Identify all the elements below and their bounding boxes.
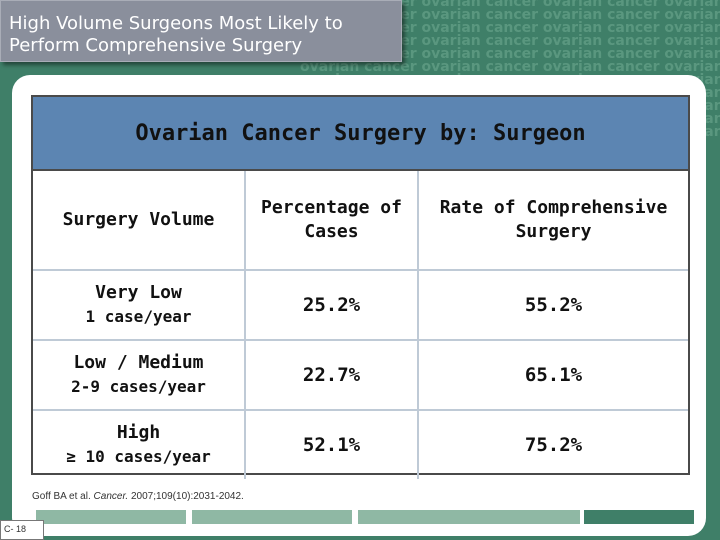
volume-detail: 2-9 cases/year (71, 377, 206, 396)
footer-bar (358, 510, 580, 524)
header-percentage-of-cases: Percentage of Cases (246, 171, 419, 269)
citation-authors: Goff BA et al. (32, 491, 94, 502)
rate-cell: 55.2% (524, 294, 583, 316)
table-row: Very Low 1 case/year 25.2% 55.2% (33, 271, 688, 341)
footer-bars (36, 510, 696, 524)
volume-cell: Low / Medium 2-9 cases/year (33, 341, 246, 409)
citation-details: 2007;109(10):2031-2042. (128, 491, 244, 502)
footer-bar (36, 510, 186, 524)
footer-bar (584, 510, 694, 524)
volume-detail: ≥ 10 cases/year (66, 447, 211, 466)
percentage-cell: 25.2% (246, 271, 419, 339)
citation-journal: Cancer. (93, 491, 129, 502)
header-surgery-volume: Surgery Volume (33, 171, 246, 269)
volume-label: Very Low (95, 282, 182, 303)
table-header-row: Surgery Volume Percentage of Cases Rate … (33, 171, 688, 271)
volume-label: Low / Medium (73, 352, 204, 373)
slide-title: High Volume Surgeons Most Likely to Perf… (0, 0, 402, 62)
rate-cell: 75.2% (524, 434, 583, 456)
table-caption: Ovarian Cancer Surgery by: Surgeon (33, 97, 688, 171)
volume-cell: High ≥ 10 cases/year (33, 411, 246, 479)
rate-cell: 65.1% (524, 364, 583, 386)
data-table: Ovarian Cancer Surgery by: Surgeon Surge… (31, 95, 690, 479)
volume-cell: Very Low 1 case/year (33, 271, 246, 339)
footer-bar (192, 510, 352, 524)
percentage-cell: 22.7% (246, 341, 419, 409)
table-row: High ≥ 10 cases/year 52.1% 75.2% (33, 411, 688, 479)
citation: Goff BA et al. Cancer. 2007;109(10):2031… (32, 491, 244, 502)
header-rate-of-comprehensive-surgery: Rate of Comprehensive Surgery (439, 197, 668, 242)
volume-label: High (116, 422, 161, 443)
percentage-cell: 52.1% (246, 411, 419, 479)
table-grid: Surgery Volume Percentage of Cases Rate … (33, 171, 688, 479)
table-row: Low / Medium 2-9 cases/year 22.7% 65.1% (33, 341, 688, 411)
volume-detail: 1 case/year (85, 307, 192, 326)
slide-number: C- 18 (0, 520, 44, 540)
